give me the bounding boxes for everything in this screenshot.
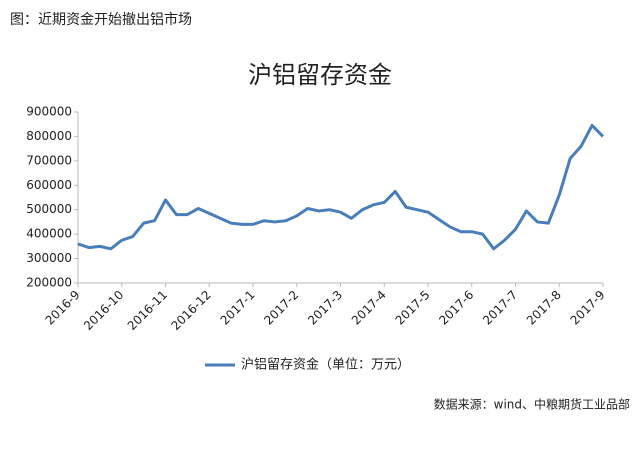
caption: 图：近期资金开始撤出铝市场: [10, 11, 192, 28]
x-tick-label: 2016-10: [81, 288, 126, 333]
x-tick-label: 2016-12: [168, 288, 213, 333]
x-tick-label: 2017-7: [480, 288, 520, 328]
line: [77, 123, 605, 251]
chart-title: 沪铝留存资金: [248, 61, 392, 89]
x-tick-label: 2017-2: [261, 288, 301, 328]
x-tick-label: 2016-9: [43, 288, 83, 328]
x-tick-label: 2017-6: [436, 288, 476, 328]
y-tick-label: 600000: [26, 178, 72, 192]
legend-label: 沪铝留存资金（单位：万元）: [241, 357, 410, 373]
y-tick-label: 700000: [26, 153, 72, 167]
x-tick-label: 2017-3: [305, 288, 345, 328]
y-tick-label: 300000: [26, 251, 72, 265]
y-tick-label: 800000: [26, 129, 72, 143]
y-tick-label: 400000: [26, 227, 72, 241]
y-tick-label: 500000: [26, 202, 72, 216]
x-tick-label: 2016-11: [125, 288, 170, 333]
x-tick-label: 2017-8: [524, 288, 564, 328]
y-tick-label: 900000: [26, 105, 72, 119]
x-tick-label: 2017-5: [393, 288, 433, 328]
x-tick-label: 2017-1: [218, 288, 258, 328]
x-tick-label: 2017-9: [568, 288, 608, 328]
y-tick-label: 200000: [26, 276, 72, 290]
source-note: 数据来源：wind、中粮期货工业品部: [434, 397, 630, 412]
x-tick-label: 2017-4: [349, 288, 389, 328]
